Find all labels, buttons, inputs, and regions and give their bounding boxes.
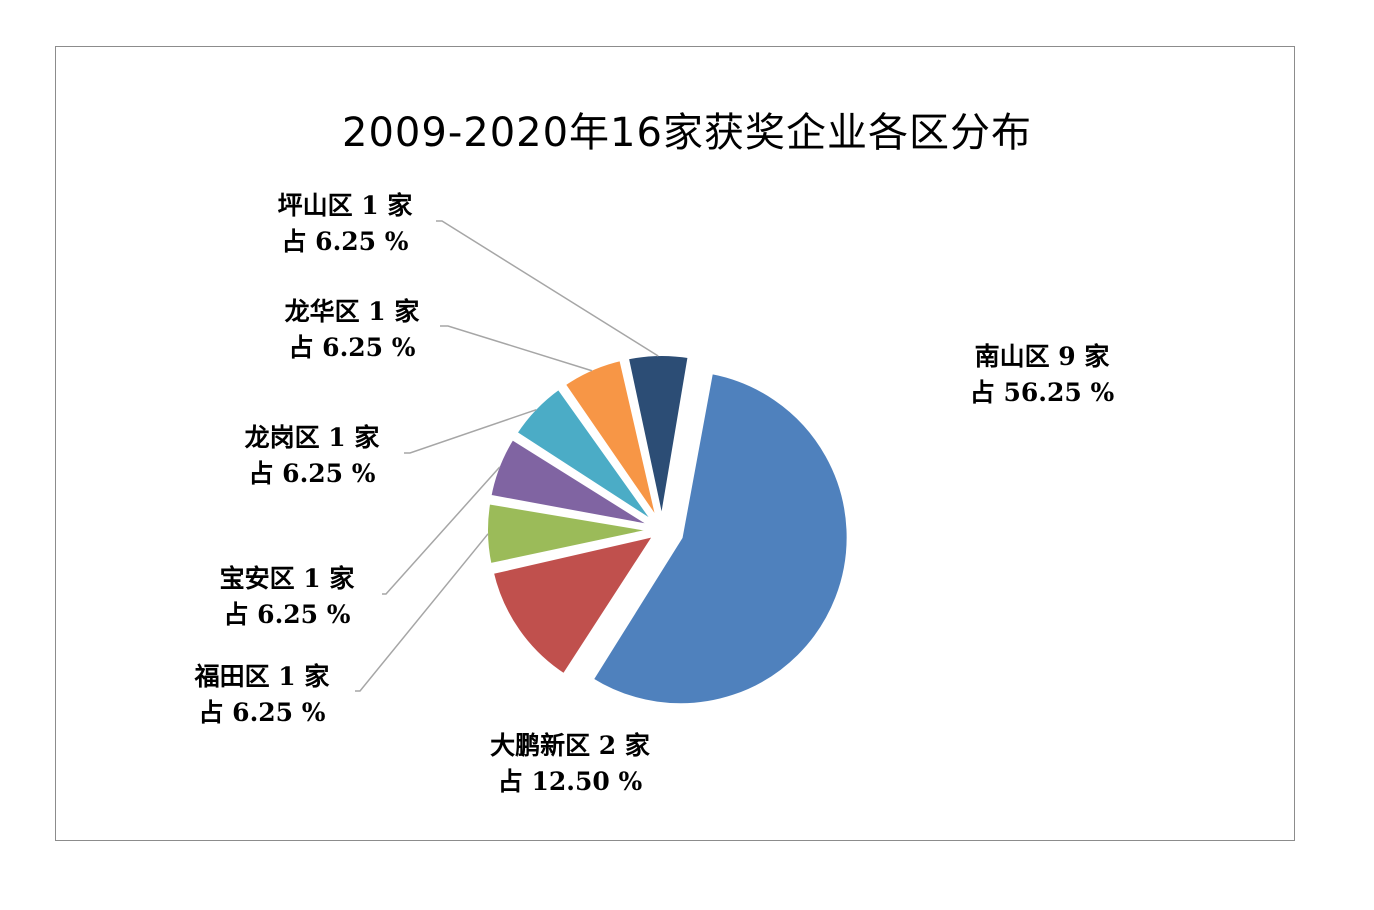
- pie-slice-5: [513, 385, 659, 527]
- data-label-4: 宝安区 1 家占 6.25 %: [220, 564, 355, 629]
- data-label-1: 南山区 9 家占 56.25 %: [970, 342, 1115, 407]
- data-label-7: 坪山区 1 家占 6.25 %: [278, 191, 413, 256]
- pie-slice-4: [487, 435, 657, 530]
- chart-title: 2009-2020年16家获奖企业各区分布: [342, 110, 1032, 156]
- pie-slice-1: [589, 370, 851, 708]
- leader-line-7: [436, 220, 659, 357]
- pie-slice-7: [624, 352, 692, 525]
- pie-slice-2: [489, 532, 658, 678]
- data-label-2: 大鹏新区 2 家占 12.50 %: [490, 731, 650, 796]
- leader-line-6: [440, 325, 593, 372]
- leader-line-3: [355, 533, 489, 692]
- pie-slice-3: [484, 500, 657, 568]
- data-label-6: 龙华区 1 家占 6.25 %: [285, 297, 420, 362]
- data-label-3: 福田区 1 家占 6.25 %: [194, 662, 330, 727]
- pie-slice-6: [561, 356, 661, 525]
- leader-line-5: [404, 408, 537, 454]
- leader-line-4: [382, 466, 501, 595]
- data-label-5: 龙岗区 1 家占 6.25 %: [245, 423, 380, 488]
